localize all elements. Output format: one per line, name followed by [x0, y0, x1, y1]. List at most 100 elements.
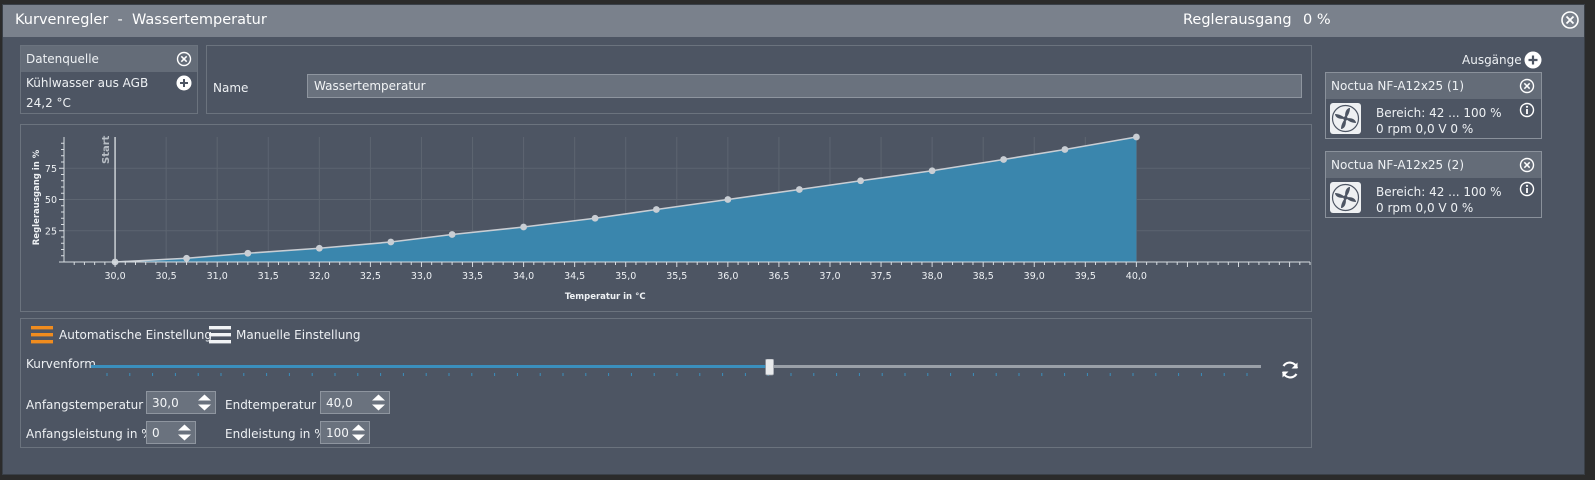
start-power-value: 0	[152, 426, 160, 440]
x-axis-title: Temperatur in °C	[565, 292, 646, 302]
remove-source-icon[interactable]	[176, 51, 192, 67]
start-power-label: Anfangsleistung in %	[26, 427, 153, 441]
x-tick-label: 36,0	[717, 271, 738, 282]
x-tick-label: 34,5	[564, 271, 585, 282]
fan-icon	[1330, 103, 1361, 134]
start-power-spinner[interactable]: 0	[146, 421, 196, 444]
curve-shape-slider[interactable]	[89, 359, 1264, 383]
refresh-icon[interactable]	[1279, 359, 1301, 381]
curve-point	[1061, 146, 1069, 153]
x-tick-label: 31,0	[207, 271, 228, 282]
curve-point	[183, 254, 190, 262]
y-tick-label: 50	[45, 195, 57, 206]
x-tick-label: 30,5	[156, 271, 177, 282]
output-card-2[interactable]: Noctua NF-A12x25 (2) Bereich: 42 ... 100…	[1325, 151, 1542, 218]
manual-mode-option[interactable]: Manuelle Einstellung	[208, 325, 368, 347]
auto-menu-icon	[31, 326, 53, 344]
outputs-title: Ausgänge	[1462, 53, 1522, 67]
curve-shape-label: Kurvenform	[26, 357, 96, 371]
curve-point	[387, 238, 395, 246]
curve-point	[928, 167, 936, 175]
x-tick-label: 37,5	[870, 271, 891, 282]
output-card-header: Noctua NF-A12x25 (2)	[1326, 152, 1541, 178]
close-window-icon[interactable]	[1560, 10, 1580, 30]
curve-point	[795, 186, 803, 193]
slider-thumb	[765, 359, 774, 376]
curve-point	[448, 231, 456, 238]
curve-point	[591, 214, 599, 222]
x-tick-label: 35,5	[666, 271, 687, 282]
name-panel: Name Wassertemperatur	[206, 45, 1312, 114]
x-tick-label: 34,0	[513, 271, 534, 282]
start-marker-label: Start	[101, 135, 112, 164]
manual-mode-label: Manuelle Einstellung	[236, 328, 361, 342]
curve-point	[1132, 133, 1140, 141]
start-temp-spinner[interactable]: 30,0	[146, 391, 216, 414]
x-tick-label: 35,0	[615, 271, 636, 282]
end-temp-spinner[interactable]: 40,0	[320, 391, 390, 414]
title-bar: Kurvenregler - Wassertemperatur Reglerau…	[3, 5, 1584, 37]
y-tick-label: 25	[45, 226, 57, 237]
add-output-icon[interactable]	[1524, 51, 1542, 69]
spinner-arrows-icon[interactable]	[350, 423, 367, 442]
data-source-title: Datenquelle	[26, 52, 99, 66]
output-range: Bereich: 42 ... 100 %	[1376, 106, 1502, 120]
x-tick-label: 38,0	[922, 271, 943, 282]
curve-point	[244, 249, 252, 257]
start-temp-label: Anfangstemperatur	[26, 398, 144, 412]
data-source-panel: Datenquelle Kühlwasser aus AGB 24,2 °C	[20, 45, 198, 114]
spinner-arrows-icon[interactable]	[176, 423, 193, 442]
window-title: Kurvenregler - Wassertemperatur	[15, 12, 267, 28]
add-source-icon[interactable]	[176, 75, 192, 91]
curve-line	[115, 136, 1137, 263]
y-axis: 25 50 75	[45, 137, 65, 263]
output-status: 0 rpm 0,0 V 0 %	[1376, 122, 1474, 136]
curve-controller-window: Kurvenregler - Wassertemperatur Reglerau…	[2, 4, 1585, 475]
spinner-arrows-icon[interactable]	[196, 393, 213, 412]
output-name: Noctua NF-A12x25 (2)	[1331, 158, 1465, 172]
chart-panel: Start 30,0 30,5 31,0 31,5 32,0 32,5 33,0 33,5 34…	[20, 124, 1312, 312]
fan-icon	[1330, 182, 1361, 213]
x-tick-label: 30,0	[104, 271, 125, 282]
x-tick-label: 32,5	[360, 271, 381, 282]
curve-points	[111, 133, 1140, 266]
auto-mode-label: Automatische Einstellung	[59, 328, 212, 342]
info-icon[interactable]	[1519, 181, 1535, 197]
curve-point	[724, 196, 732, 203]
controller-output-label: Reglerausgang	[1183, 12, 1292, 28]
auto-mode-option[interactable]: Automatische Einstellung	[29, 325, 212, 347]
x-axis: 30,0 30,5 31,0 31,5 32,0 32,5 33,0 33,5 34,0 34,5…	[64, 261, 1311, 282]
controller-output-value: 0 %	[1303, 12, 1331, 28]
curve-point	[315, 244, 323, 252]
end-power-label: Endleistung in %	[225, 427, 326, 441]
end-temp-value: 40,0	[326, 396, 353, 410]
output-status: 0 rpm 0,0 V 0 %	[1376, 201, 1474, 215]
data-source-sensor: Kühlwasser aus AGB	[26, 76, 149, 90]
start-temp-value: 30,0	[152, 396, 179, 410]
name-input[interactable]: Wassertemperatur	[307, 74, 1302, 98]
settings-panel: Automatische Einstellung Manuelle Einste…	[20, 318, 1312, 448]
x-tick-label: 33,0	[411, 271, 432, 282]
end-temp-label: Endtemperatur	[225, 398, 317, 412]
end-power-value: 100	[326, 426, 349, 440]
x-tick-label: 37,0	[819, 271, 840, 282]
remove-output-icon[interactable]	[1519, 78, 1535, 94]
spinner-arrows-icon[interactable]	[370, 393, 387, 412]
curve-chart[interactable]: Start 30,0 30,5 31,0 31,5 32,0 32,5 33,0 33,5 34…	[21, 125, 1311, 311]
remove-output-icon[interactable]	[1519, 157, 1535, 173]
curve-area	[115, 137, 1137, 262]
output-card-1[interactable]: Noctua NF-A12x25 (1) Bereich: 42 ... 100…	[1325, 72, 1542, 139]
x-tick-label: 33,5	[462, 271, 483, 282]
x-tick-label: 39,0	[1024, 271, 1045, 282]
x-tick-label: 36,5	[768, 271, 789, 282]
info-icon[interactable]	[1519, 102, 1535, 118]
curve-point	[652, 206, 660, 213]
curve-point	[520, 223, 527, 231]
curve-point	[1000, 156, 1008, 163]
y-tick-label: 75	[45, 164, 57, 175]
end-power-spinner[interactable]: 100	[320, 421, 370, 444]
slider-fill	[91, 365, 770, 368]
x-tick-label: 39,5	[1075, 271, 1096, 282]
x-tick-label: 38,5	[973, 271, 994, 282]
data-source-header: Datenquelle	[21, 46, 197, 72]
